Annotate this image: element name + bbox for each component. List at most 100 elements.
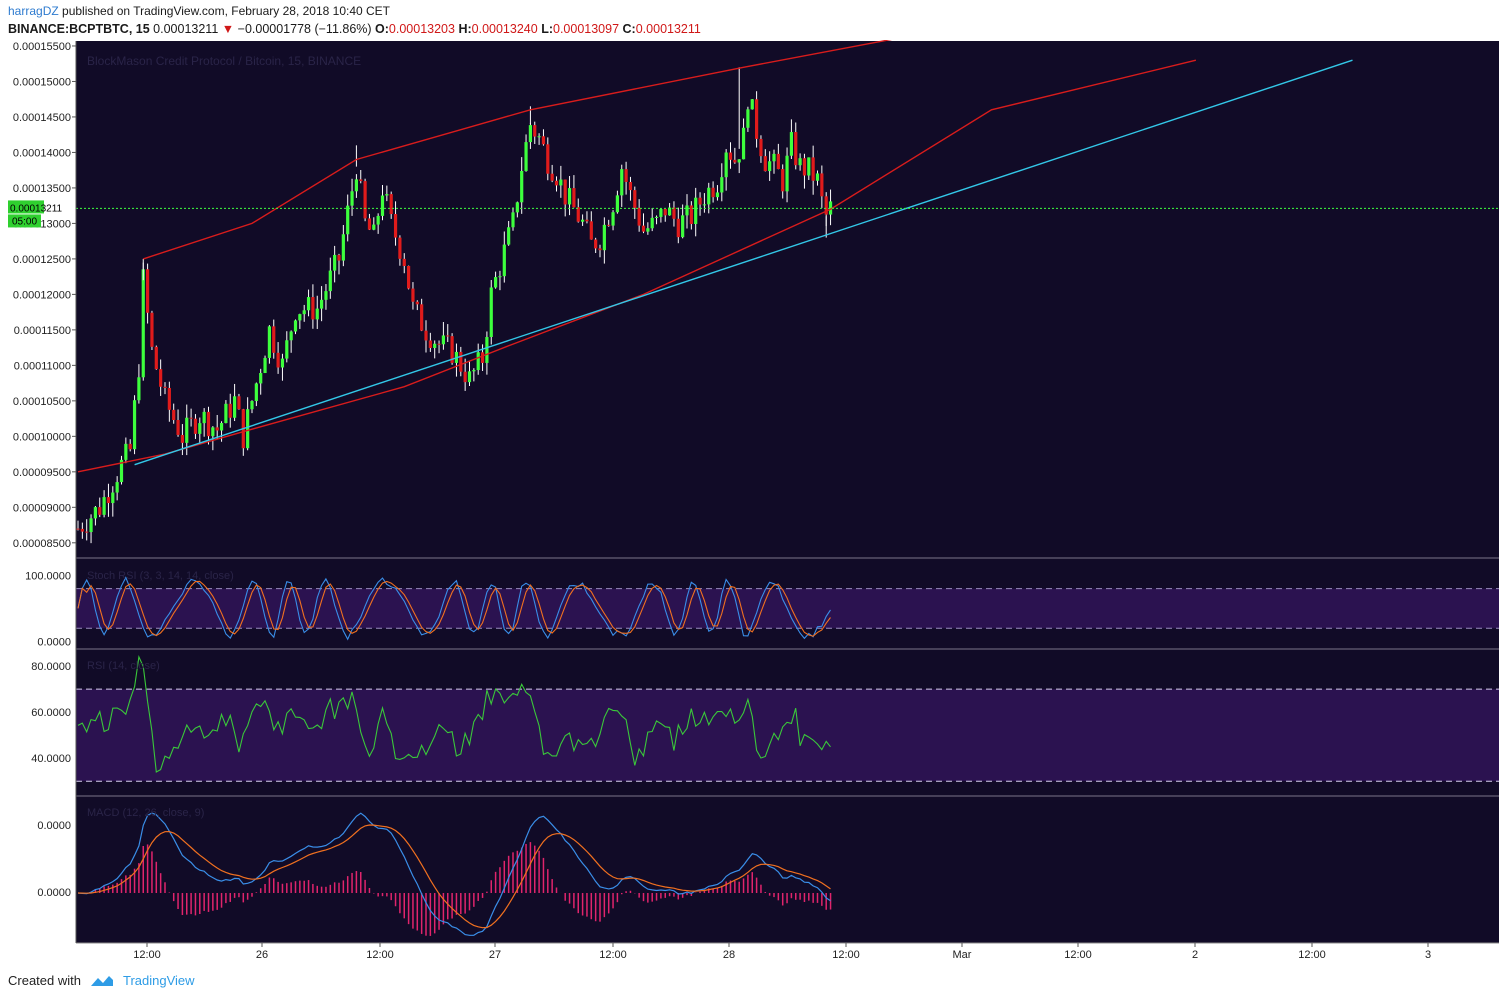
down-arrow-icon: ▼ (221, 22, 235, 36)
candle-up (750, 99, 754, 110)
candle-up (746, 109, 750, 128)
candle-up (102, 497, 106, 515)
candle-down (781, 169, 785, 192)
candle-up (224, 403, 228, 424)
tradingview-logo-icon (90, 975, 113, 986)
candle-down (402, 258, 406, 266)
candle-down (776, 153, 780, 170)
time-tick-label: 12:00 (1064, 949, 1092, 961)
tradingview-link[interactable]: TradingView (122, 973, 195, 988)
candle-down (98, 507, 102, 515)
candle-down (393, 214, 398, 238)
support-trendline (134, 59, 1353, 466)
candle-up (385, 194, 389, 196)
macd-axis-label: 0.0000 (37, 820, 71, 832)
candle-down (154, 346, 158, 370)
candle-up (798, 158, 802, 166)
candle-up (346, 205, 350, 235)
candle-up (741, 127, 746, 160)
price-axis-area (0, 41, 76, 943)
candle-down (180, 434, 184, 443)
candle-up (620, 169, 624, 196)
candle-down (415, 301, 419, 305)
open-label: O: (375, 22, 389, 36)
high-value: 0.00013240 (471, 22, 538, 36)
price-tick-label: 0.00010500 (13, 396, 71, 408)
candle-up (211, 427, 215, 437)
high-label: H: (458, 22, 472, 36)
rsi-axis-label: 40.0000 (31, 753, 71, 765)
candle-up (333, 254, 337, 271)
price-tick-label: 0.00012000 (13, 289, 71, 301)
macd-signal-line (77, 824, 831, 929)
candle-up (89, 518, 93, 533)
price-tick-label: 0.00015000 (13, 76, 71, 88)
candle-up (202, 411, 206, 424)
candle-down (424, 330, 428, 341)
price-tick-label: 0.00013500 (13, 183, 71, 195)
candle-up (285, 340, 289, 359)
candle-up (498, 276, 502, 278)
candle-up (254, 383, 258, 402)
open-value: 0.00013203 (388, 22, 455, 36)
candle-down (589, 221, 593, 240)
candle-down (633, 190, 637, 208)
last-price-tag-text: 0.00013211 (10, 203, 63, 214)
candle-up (115, 482, 119, 493)
candle-up (581, 219, 585, 222)
candle-up (485, 337, 489, 363)
candle-down (541, 136, 546, 145)
stoch-axis-label: 100.0000 (25, 570, 71, 582)
candle-up (476, 352, 480, 371)
candle-down (128, 443, 132, 450)
candle-down (450, 336, 454, 363)
footer: Created with TradingView (8, 973, 195, 988)
candle-down (755, 99, 759, 139)
candle-up (650, 217, 654, 229)
time-tick-label: 3 (1425, 949, 1431, 961)
author-link[interactable]: harragDZ (8, 4, 59, 18)
candle-up (433, 343, 437, 348)
candle-down (802, 158, 807, 176)
created-with-text: Created with (8, 973, 81, 988)
candle-down (367, 218, 372, 230)
candle-down (676, 218, 680, 238)
candle-up (694, 197, 698, 225)
candle-up (828, 201, 833, 215)
candle-up (380, 195, 385, 216)
candle-down (150, 312, 154, 347)
candle-down (420, 304, 424, 331)
candle-up (524, 142, 528, 171)
candle-down (463, 371, 467, 383)
symbol-label: BINANCE:BCPTBTC, 15 (8, 22, 150, 36)
candle-down (594, 239, 598, 249)
channel-upper-line (143, 34, 914, 260)
candle-down (554, 180, 559, 186)
candle-down (76, 528, 80, 530)
rsi-band (76, 689, 1499, 782)
chart-container[interactable]: 0.00015500 0.00015000 0.00014500 0.00014000… (0, 34, 1506, 968)
candle-up (219, 423, 224, 431)
candle-down (459, 351, 463, 372)
candle-down (163, 386, 167, 388)
candle-up (768, 161, 772, 172)
candle-up (259, 373, 263, 384)
time-tick-label: 12:00 (133, 949, 161, 961)
candle-down (311, 297, 315, 320)
time-tick-label: 12:00 (366, 949, 394, 961)
close-value: 0.00013211 (635, 22, 701, 36)
stoch-d-line (77, 580, 831, 637)
candle-down (641, 225, 646, 232)
candle-up (324, 291, 328, 300)
candle-down (733, 159, 737, 163)
published-text: published on TradingView.com, February 2… (62, 4, 391, 18)
macd-title: MACD (12, 26, close, 9) (87, 807, 204, 819)
candle-down (711, 187, 715, 198)
candles-layer (76, 67, 833, 544)
candle-down (272, 326, 276, 353)
candle-down (193, 418, 198, 434)
price-change: −0.00001778 (−11.86%) (237, 22, 372, 36)
chart-svg[interactable]: 0.00015500 0.00015000 0.00014500 0.00014000… (0, 34, 1506, 968)
stoch-title: Stoch RSI (3, 3, 14, 14, close) (87, 570, 234, 582)
candle-up (341, 234, 345, 261)
